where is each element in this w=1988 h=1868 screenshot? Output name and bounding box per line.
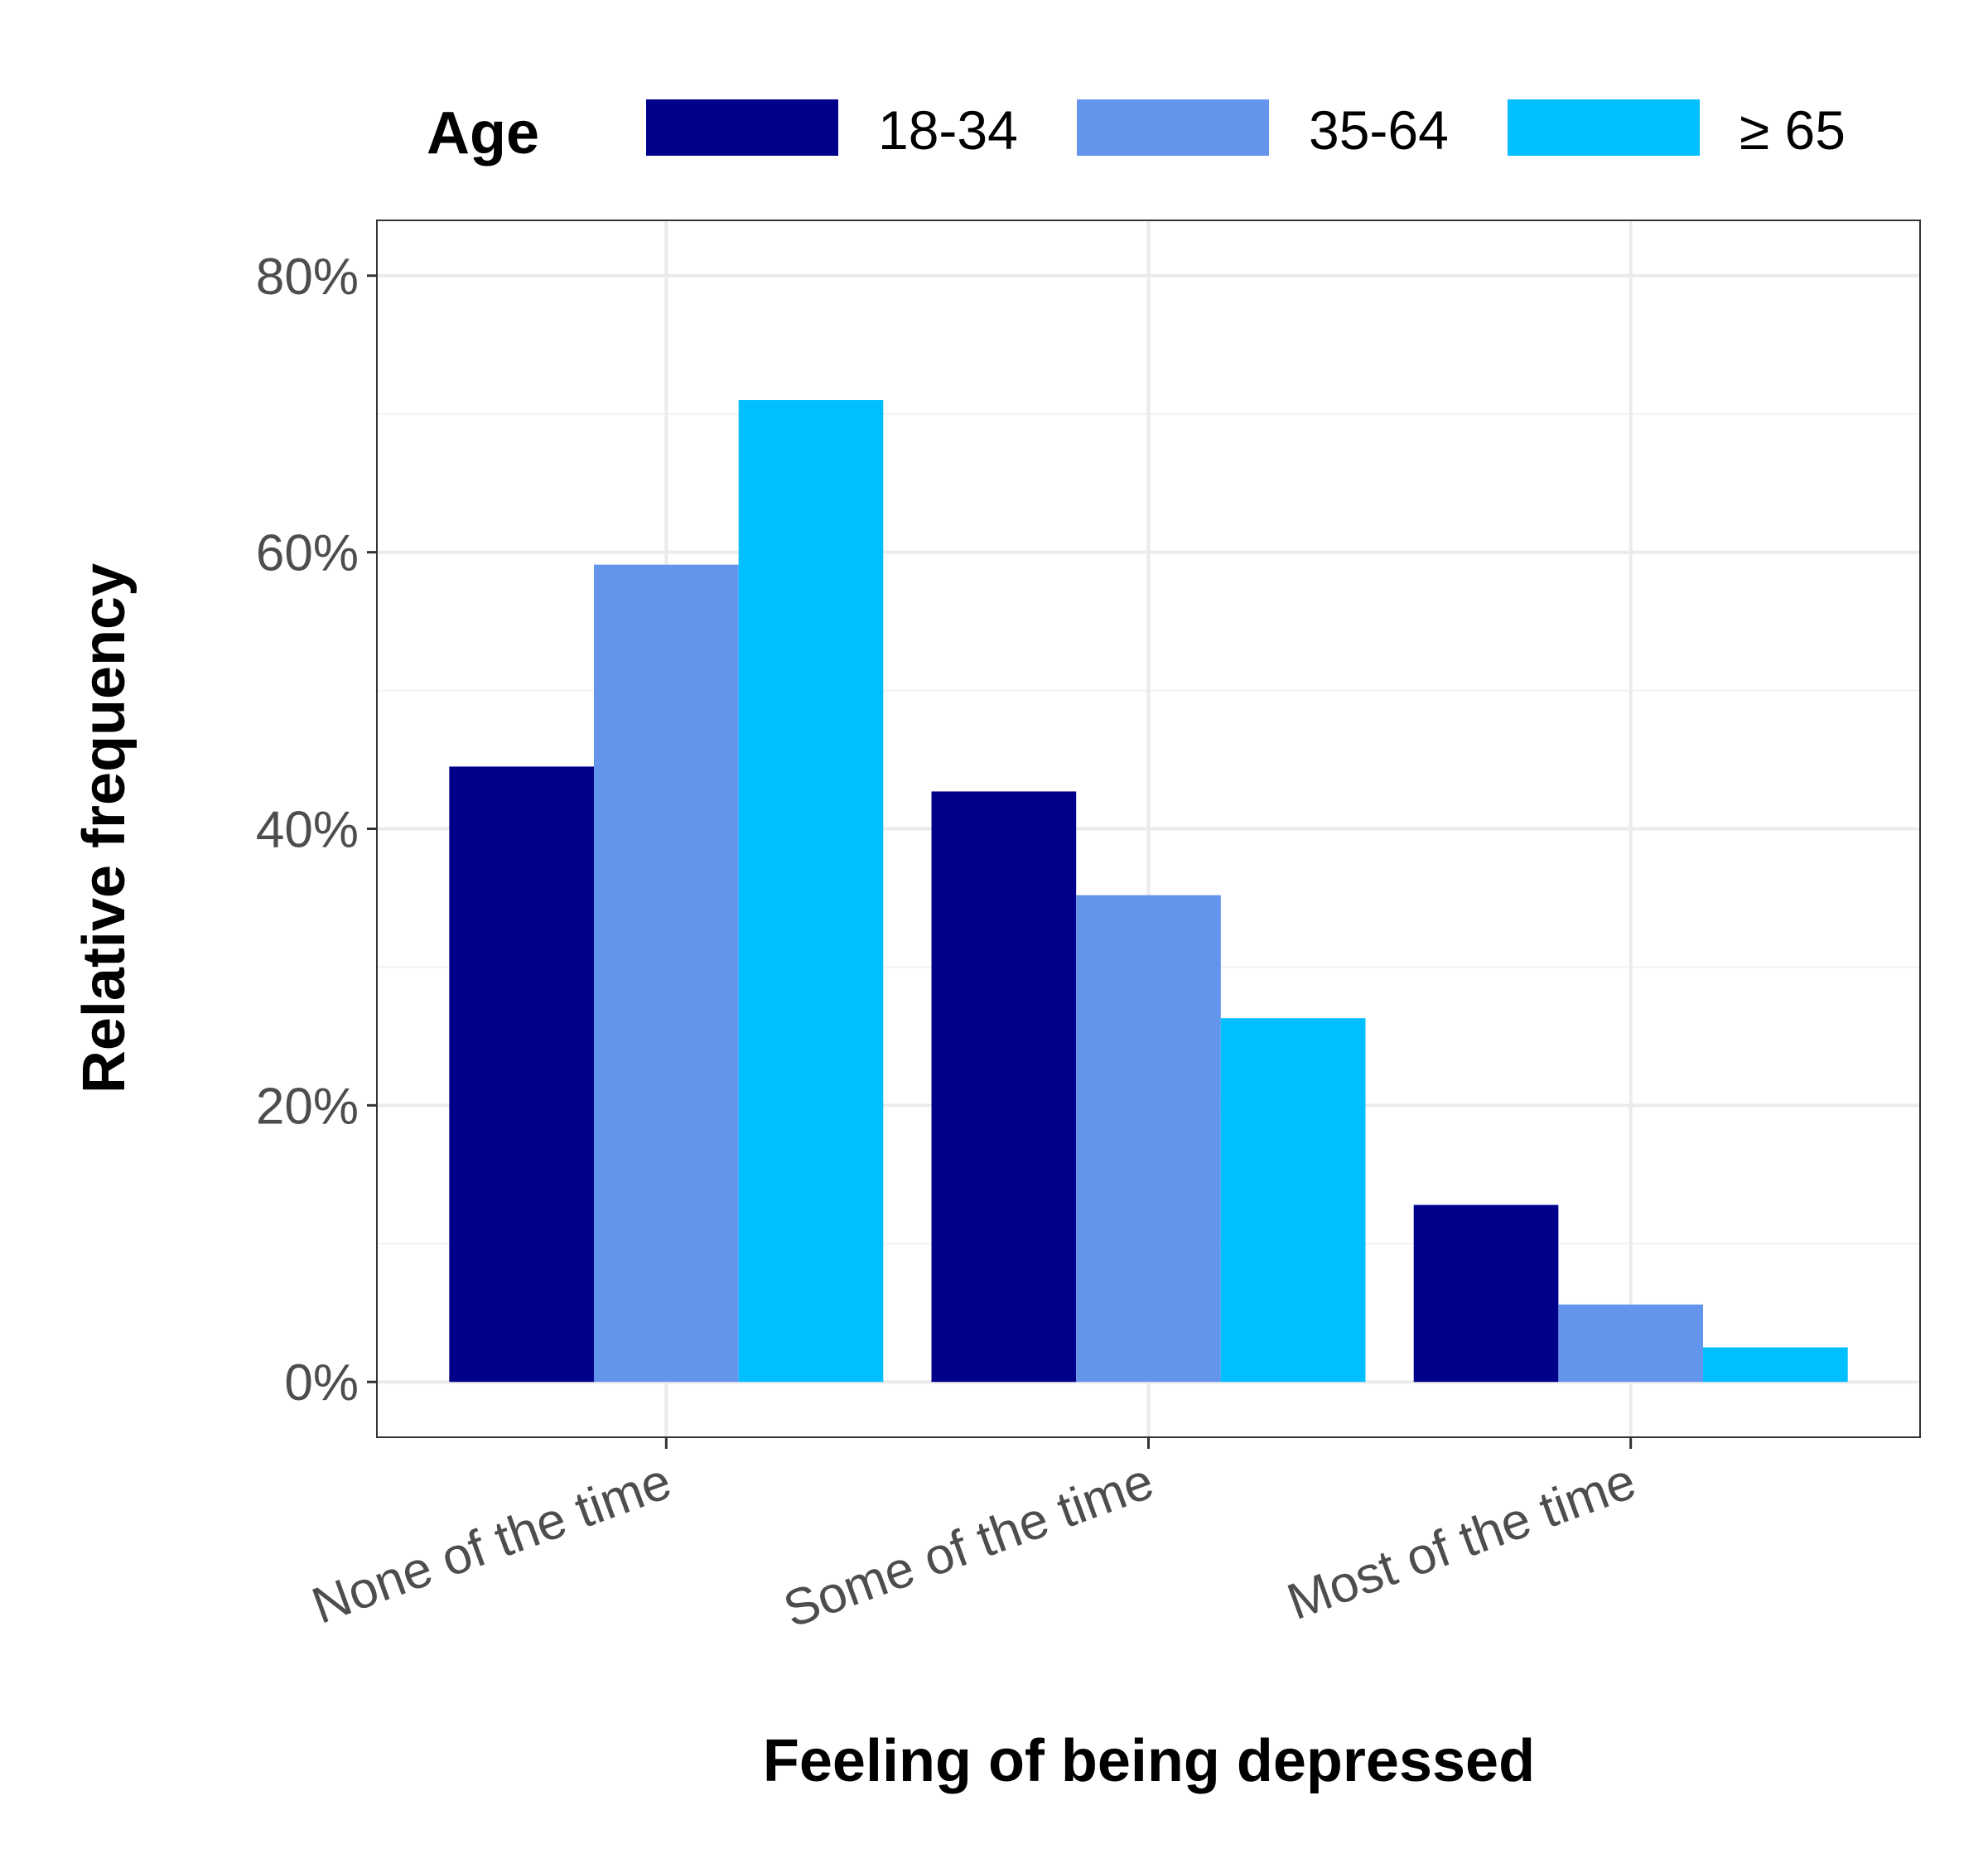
bars-layer	[449, 400, 1848, 1383]
x-tick-label: Most of the time	[1280, 1452, 1643, 1631]
y-tick-label: 0%	[284, 1354, 359, 1412]
y-axis-title: Relative frequency	[71, 563, 138, 1093]
bar	[738, 400, 884, 1383]
bar	[1220, 1018, 1366, 1383]
bar	[593, 564, 739, 1383]
bar	[1413, 1204, 1559, 1383]
legend-label: 35-64	[1309, 99, 1449, 161]
x-axis-title: Feeling of being depressed	[763, 1728, 1535, 1794]
legend-key	[1508, 99, 1700, 156]
bar	[1558, 1304, 1704, 1383]
legend-label: 18-34	[878, 99, 1018, 161]
bar	[1076, 895, 1221, 1383]
legend-label: ≥ 65	[1740, 99, 1846, 161]
bar	[1703, 1347, 1848, 1383]
bar	[931, 791, 1077, 1383]
legend: Age 18-34 35-64 ≥ 65	[427, 99, 1846, 167]
y-tick-label: 80%	[256, 249, 359, 306]
bar	[449, 766, 594, 1383]
y-tick-label: 60%	[256, 525, 359, 582]
x-tick-label: Some of the time	[776, 1452, 1160, 1639]
y-tick-label: 20%	[256, 1078, 359, 1135]
legend-key	[646, 99, 838, 156]
legend-key	[1077, 99, 1269, 156]
y-tick-label: 40%	[256, 802, 359, 859]
legend-title: Age	[427, 100, 539, 167]
x-tick-label: None of the time	[305, 1452, 678, 1634]
